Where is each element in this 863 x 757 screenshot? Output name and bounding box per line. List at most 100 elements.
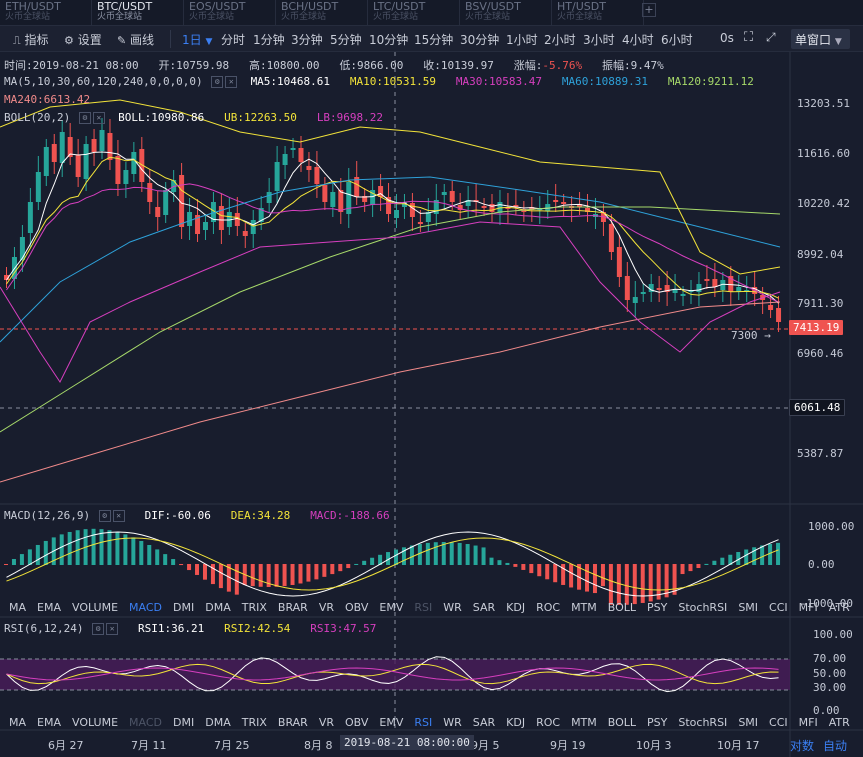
macd-bar — [218, 564, 223, 589]
indicator-tab-mtm[interactable]: MTM — [571, 716, 597, 729]
indicator-tab-obv[interactable]: OBV — [345, 716, 369, 729]
settings-icon[interactable]: ⚙ — [98, 510, 111, 522]
indicator-tab-macd[interactable]: MACD — [129, 601, 163, 614]
indicator-tab-volume[interactable]: VOLUME — [71, 601, 119, 614]
interval-0[interactable]: 分时 — [221, 33, 246, 47]
indicator-tab-obv[interactable]: OBV — [345, 601, 369, 614]
macd-bar — [608, 564, 613, 605]
auto-scale-toggle[interactable]: 自动 — [823, 739, 848, 753]
indicator-tab-sar[interactable]: SAR — [472, 601, 496, 614]
indicator-tab-trix[interactable]: TRIX — [241, 716, 267, 729]
indicator-tab-stochrsi[interactable]: StochRSI — [678, 716, 728, 729]
indicator-tab-ma[interactable]: MA — [9, 601, 27, 614]
indicator-tab-smi[interactable]: SMI — [738, 716, 759, 729]
interval-9[interactable]: 3小时 — [583, 33, 615, 47]
indicator-tab-emv[interactable]: EMV — [379, 716, 404, 729]
tab-bch-usdt[interactable]: BCH/USDT 火币全球站 — [276, 0, 368, 26]
ma5-value: MA5:10468.61 — [250, 75, 331, 88]
macd-bar — [561, 564, 566, 585]
draw-line-button[interactable]: ✎ 画线 — [117, 33, 155, 47]
indicator-tab-stochrsi[interactable]: StochRSI — [678, 601, 728, 614]
interval-11[interactable]: 6小时 — [661, 33, 693, 47]
indicator-tab-volume[interactable]: VOLUME — [71, 716, 119, 729]
ohlc-change-label: 涨幅: — [513, 59, 543, 72]
tab-btc-usdt[interactable]: BTC/USDT 火币全球站 — [92, 0, 184, 26]
indicator-tab-boll[interactable]: BOLL — [607, 601, 637, 614]
interval-7[interactable]: 1小时 — [506, 33, 538, 47]
indicator-tab-dmi[interactable]: DMI — [173, 601, 195, 614]
indicator-tab-kdj[interactable]: KDJ — [506, 716, 526, 729]
settings-icon[interactable]: ⚙ — [211, 76, 224, 88]
indicator-tab-rsi[interactable]: RSI — [414, 601, 433, 614]
ma10-line — [6, 156, 779, 299]
indicator-tab-cci[interactable]: CCI — [769, 601, 788, 614]
indicator-tab-mtm[interactable]: MTM — [571, 601, 597, 614]
indicator-tab-kdj[interactable]: KDJ — [506, 601, 526, 614]
fullscreen-icon[interactable]: ⤢ — [766, 30, 776, 44]
indicator-tab-psy[interactable]: PSY — [647, 716, 668, 729]
indicator-tab-ema[interactable]: EMA — [37, 601, 61, 614]
indicator-tab-emv[interactable]: EMV — [379, 601, 404, 614]
interval-5[interactable]: 15分钟 — [414, 33, 454, 47]
indicator-tab-roc[interactable]: ROC — [536, 716, 561, 729]
indicator-tab-atr[interactable]: ATR — [828, 716, 850, 729]
interval-2[interactable]: 3分钟 — [291, 33, 323, 47]
indicator-tab-wr[interactable]: WR — [443, 601, 462, 614]
indicator-tab-psy[interactable]: PSY — [647, 601, 668, 614]
candlestick-chart[interactable] — [0, 52, 863, 757]
interval-1[interactable]: 1分钟 — [253, 33, 285, 47]
indicator-button[interactable]: ⎍ 指标 — [13, 33, 49, 47]
macd-bar — [537, 564, 542, 577]
indicator-tab-ema[interactable]: EMA — [37, 716, 61, 729]
ohlc-close: 收:10139.97 — [423, 59, 494, 72]
interval-6[interactable]: 30分钟 — [460, 33, 500, 47]
interval-4[interactable]: 10分钟 — [369, 33, 409, 47]
macd-bar — [744, 549, 749, 565]
indicator-tab-brar[interactable]: BRAR — [277, 601, 308, 614]
macd-bar — [481, 547, 486, 565]
interval-10[interactable]: 4小时 — [622, 33, 654, 47]
indicator-tab-smi[interactable]: SMI — [738, 601, 759, 614]
indicator-tab-roc[interactable]: ROC — [536, 601, 561, 614]
tab-eos-usdt[interactable]: EOS/USDT 火币全球站 — [184, 0, 276, 26]
screenshot-icon[interactable]: ⛶ — [744, 30, 754, 45]
indicator-tab-brar[interactable]: BRAR — [277, 716, 308, 729]
indicator-tab-mfi[interactable]: MFI — [798, 601, 818, 614]
indicator-tab-dma[interactable]: DMA — [205, 601, 231, 614]
indicator-tab-ma[interactable]: MA — [9, 716, 27, 729]
close-icon[interactable]: ✕ — [225, 76, 238, 88]
tab-ht-usdt[interactable]: HT/USDT 火币全球站 — [552, 0, 644, 26]
settings-icon[interactable]: ⚙ — [92, 623, 105, 635]
candle-body — [155, 207, 161, 217]
tab-ltc-usdt[interactable]: LTC/USDT 火币全球站 — [368, 0, 460, 26]
candle-body — [640, 292, 646, 294]
settings-icon[interactable]: ⚙ — [78, 112, 91, 124]
indicator-tab-wr[interactable]: WR — [443, 716, 462, 729]
indicator-tab-dmi[interactable]: DMI — [173, 716, 195, 729]
macd-bar — [553, 564, 558, 583]
tab-eth-usdt[interactable]: ETH/USDT 火币全球站 — [0, 0, 92, 26]
indicator-tab-boll[interactable]: BOLL — [607, 716, 637, 729]
indicator-tab-sar[interactable]: SAR — [472, 716, 496, 729]
close-icon[interactable]: ✕ — [112, 510, 125, 522]
indicator-tab-atr[interactable]: ATR — [828, 601, 850, 614]
interval-8[interactable]: 2小时 — [544, 33, 576, 47]
indicator-tab-mfi[interactable]: MFI — [798, 716, 818, 729]
settings-button[interactable]: ⚙ 设置 — [64, 33, 102, 47]
close-icon[interactable]: ✕ — [92, 112, 105, 124]
indicator-tab-vr[interactable]: VR — [318, 716, 334, 729]
close-icon[interactable]: ✕ — [106, 623, 119, 635]
interval-3[interactable]: 5分钟 — [330, 33, 362, 47]
indicator-tab-rsi[interactable]: RSI — [414, 716, 433, 729]
indicator-tab-trix[interactable]: TRIX — [241, 601, 267, 614]
indicator-tab-cci[interactable]: CCI — [769, 716, 788, 729]
window-mode-dropdown[interactable]: 单窗口 ▼ — [791, 29, 850, 49]
candle-body — [210, 202, 216, 222]
interval-dropdown[interactable]: 1日 ▼ — [182, 33, 213, 47]
tab-bsv-usdt[interactable]: BSV/USDT 火币全球站 — [460, 0, 552, 26]
add-tab-button[interactable]: + — [642, 3, 656, 17]
indicator-tab-macd[interactable]: MACD — [129, 716, 163, 729]
log-scale-toggle[interactable]: 对数 — [790, 739, 815, 753]
indicator-tab-dma[interactable]: DMA — [205, 716, 231, 729]
indicator-tab-vr[interactable]: VR — [318, 601, 334, 614]
